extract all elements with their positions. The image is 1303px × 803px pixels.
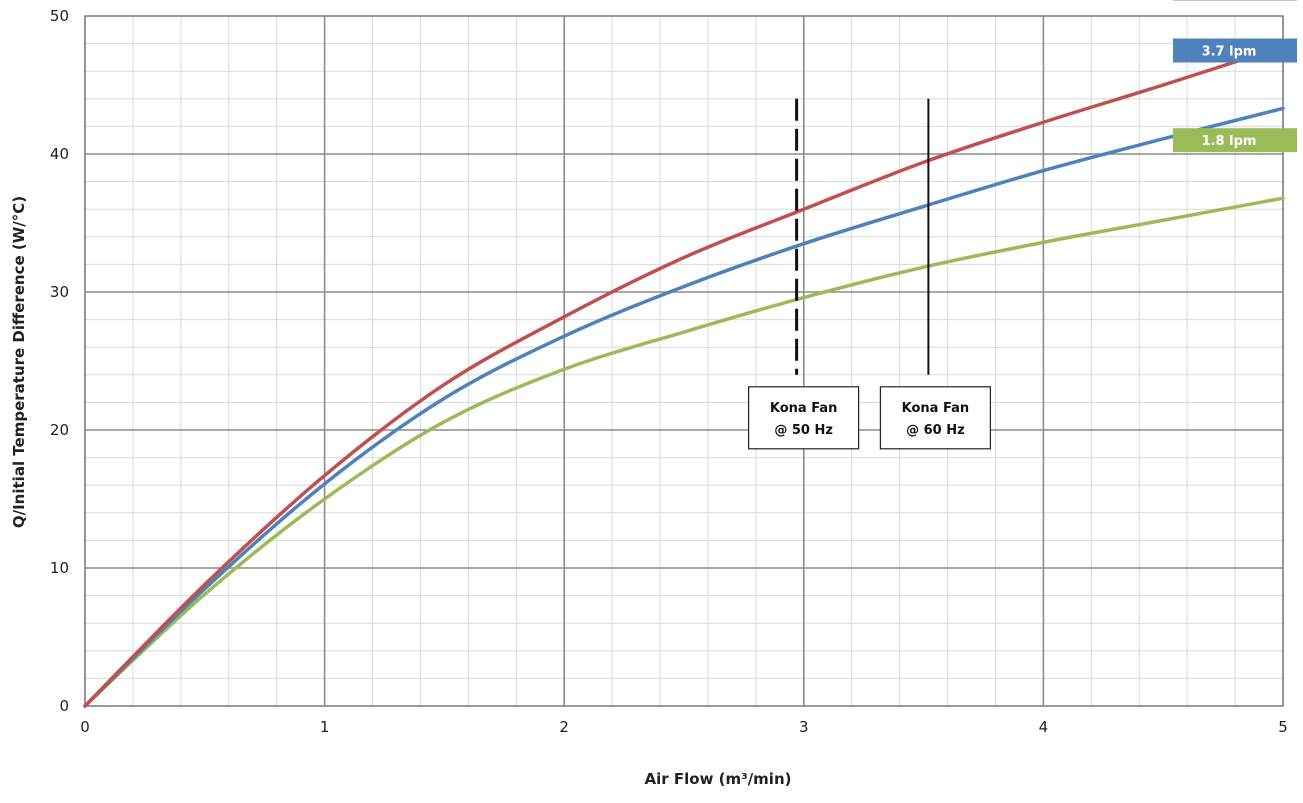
minor-gridlines	[85, 16, 1283, 706]
x-tick-label: 3	[799, 718, 809, 736]
x-tick-label: 1	[320, 718, 330, 736]
major-gridlines	[85, 16, 1283, 706]
x-axis-title: Air Flow (m³/min)	[645, 770, 792, 788]
fan-label-line2: @ 60 Hz	[906, 423, 965, 438]
fan-label-line1: Kona Fan	[770, 401, 837, 416]
y-tick-label: 20	[50, 421, 69, 439]
y-axis-title: Q/Initial Temperature Difference (W/°C)	[10, 196, 28, 528]
x-tick-label: 5	[1278, 718, 1288, 736]
y-tick-label: 30	[50, 283, 69, 301]
series-line	[85, 46, 1283, 706]
y-tick-label: 10	[50, 559, 69, 577]
plot-area-frame	[85, 16, 1283, 706]
series-label-text: 1.8 lpm	[1202, 134, 1257, 149]
series-line	[85, 198, 1283, 706]
x-tick-label: 4	[1039, 718, 1049, 736]
data-series	[85, 46, 1283, 706]
fan-label-line2: @ 50 Hz	[774, 423, 833, 438]
series-label-text: 3.7 lpm	[1202, 45, 1257, 60]
y-tick-label: 0	[59, 697, 69, 715]
x-tick-label: 0	[80, 718, 90, 736]
x-tick-label: 2	[559, 718, 569, 736]
y-tick-label: 50	[50, 7, 69, 25]
fan-label-box	[880, 387, 990, 449]
fan-label-box	[749, 387, 859, 449]
series-line	[85, 108, 1283, 706]
y-tick-label: 40	[50, 145, 69, 163]
fan-label-line1: Kona Fan	[902, 401, 969, 416]
